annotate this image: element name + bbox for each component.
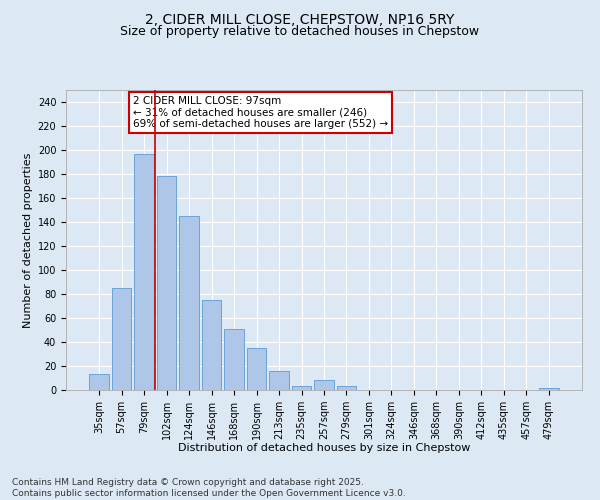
- Bar: [202, 300, 221, 390]
- Bar: [157, 176, 176, 390]
- Bar: [224, 329, 244, 390]
- Text: Contains HM Land Registry data © Crown copyright and database right 2025.
Contai: Contains HM Land Registry data © Crown c…: [12, 478, 406, 498]
- Bar: [134, 154, 154, 390]
- Bar: [179, 216, 199, 390]
- Text: 2, CIDER MILL CLOSE, CHEPSTOW, NP16 5RY: 2, CIDER MILL CLOSE, CHEPSTOW, NP16 5RY: [145, 12, 455, 26]
- Bar: [292, 386, 311, 390]
- Text: Size of property relative to detached houses in Chepstow: Size of property relative to detached ho…: [121, 25, 479, 38]
- Bar: [112, 288, 131, 390]
- Text: 2 CIDER MILL CLOSE: 97sqm
← 31% of detached houses are smaller (246)
69% of semi: 2 CIDER MILL CLOSE: 97sqm ← 31% of detac…: [133, 96, 388, 129]
- Bar: [269, 371, 289, 390]
- Bar: [539, 388, 559, 390]
- Bar: [337, 386, 356, 390]
- X-axis label: Distribution of detached houses by size in Chepstow: Distribution of detached houses by size …: [178, 444, 470, 454]
- Y-axis label: Number of detached properties: Number of detached properties: [23, 152, 34, 328]
- Bar: [247, 348, 266, 390]
- Bar: [314, 380, 334, 390]
- Bar: [89, 374, 109, 390]
